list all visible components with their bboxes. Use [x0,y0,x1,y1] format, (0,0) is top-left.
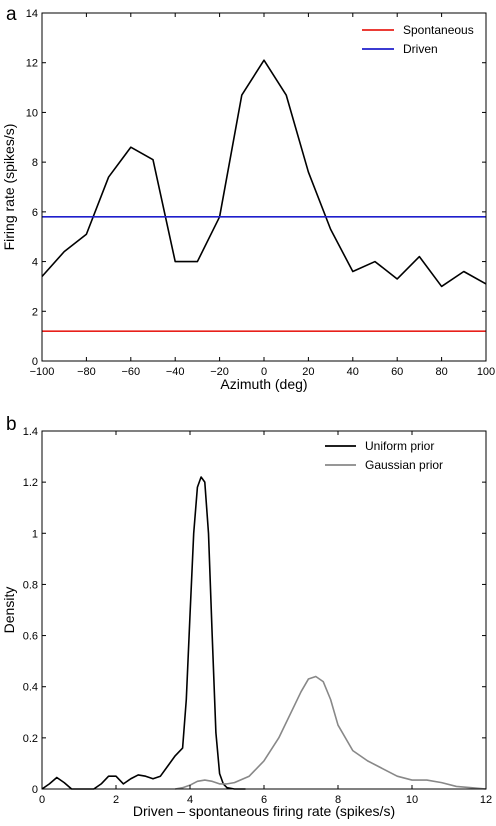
chart-a-y-tick-label: 0 [32,356,38,368]
chart-b-x-tick-label: 8 [335,794,341,806]
chart-a-x-tick-label: 40 [347,366,359,378]
chart-a-legend-label: Driven [403,42,438,56]
chart-b-x-tick-label: 4 [187,794,193,806]
chart-a: −100 −80 −60 −40 −20 0 20 40 60 80 100 0 2 4 6 8 10 12 14 A… [1,8,495,392]
panel-a-label: a [6,4,17,25]
chart-b-y-tick-label: 0 [32,784,38,796]
chart-a-x-tick-label: −80 [77,366,96,378]
chart-a-x-tick-label: −40 [166,366,185,378]
chart-a-y-tick-label: 4 [32,257,38,269]
chart-b-y-axis-label: Density [1,587,17,634]
chart-b: 0 2 4 6 8 10 12 0 0.2 0.4 0.6 0.8 1 1.2 1.4 Driven – sp… [1,426,492,819]
chart-b-x-axis-label: Driven – spontaneous firing rate (spikes… [133,803,395,819]
chart-a-x-tick-label: 80 [435,366,447,378]
chart-a-x-tick-label: −100 [30,366,55,378]
chart-a-y-tick-label: 12 [26,58,38,70]
chart-b-y-tick-label: 1.4 [23,426,38,438]
chart-b-y-tick-label: 0.6 [23,631,38,643]
panel-a: a −100 −80 −60 −40 −20 0 20 40 60 80 100 0 2 4 6 8 10 12 1… [1,4,495,392]
chart-a-series-response-line [41,59,487,288]
chart-b-x-tick-label: 10 [406,794,418,806]
chart-b-legend-label: Uniform prior [365,439,434,453]
chart-a-axes-box [41,12,487,362]
chart-b-series-uniform-prior-line [41,476,246,790]
chart-a-x-tick-label: −60 [121,366,140,378]
chart-a-legend-label: Spontaneous [403,23,474,37]
chart-a-x-tick-label: −20 [210,366,229,378]
chart-a-x-tick-label: 100 [477,366,495,378]
chart-b-y-tick-label: 1 [32,528,38,540]
chart-b-y-tick-label: 0.4 [23,682,38,694]
chart-a-x-axis-label: Azimuth (deg) [220,376,307,392]
chart-b-y-tick-label: 1.2 [23,477,38,489]
chart-a-y-tick-label: 2 [32,306,38,318]
chart-b-x-tick-label: 12 [480,794,492,806]
chart-a-x-tick-label: 0 [261,366,267,378]
chart-b-axes-box [41,430,487,790]
chart-a-x-tick-label: 60 [391,366,403,378]
chart-b-x-tick-label: 6 [261,794,267,806]
chart-a-y-tick-label: 14 [26,8,38,20]
chart-b-legend-label: Gaussian prior [365,458,443,472]
chart-a-y-tick-label: 8 [32,157,38,169]
panel-b: b 0 2 4 6 8 10 12 0 0.2 0.4 0.6 0.8 1 1.2 1.4 Driven – … [1,414,492,819]
chart-b-series-gaussian-prior-line [175,675,487,790]
chart-b-y-tick-label: 0.2 [23,733,38,745]
chart-b-x-tick-label: 2 [113,794,119,806]
chart-b-y-tick-label: 0.8 [23,579,38,591]
chart-a-y-axis-label: Firing rate (spikes/s) [1,124,17,251]
chart-a-x-tick-label: 20 [302,366,314,378]
panel-b-label: b [6,414,17,435]
chart-a-y-tick-label: 6 [32,207,38,219]
chart-a-y-tick-label: 10 [26,107,38,119]
chart-b-x-tick-label: 0 [39,794,45,806]
